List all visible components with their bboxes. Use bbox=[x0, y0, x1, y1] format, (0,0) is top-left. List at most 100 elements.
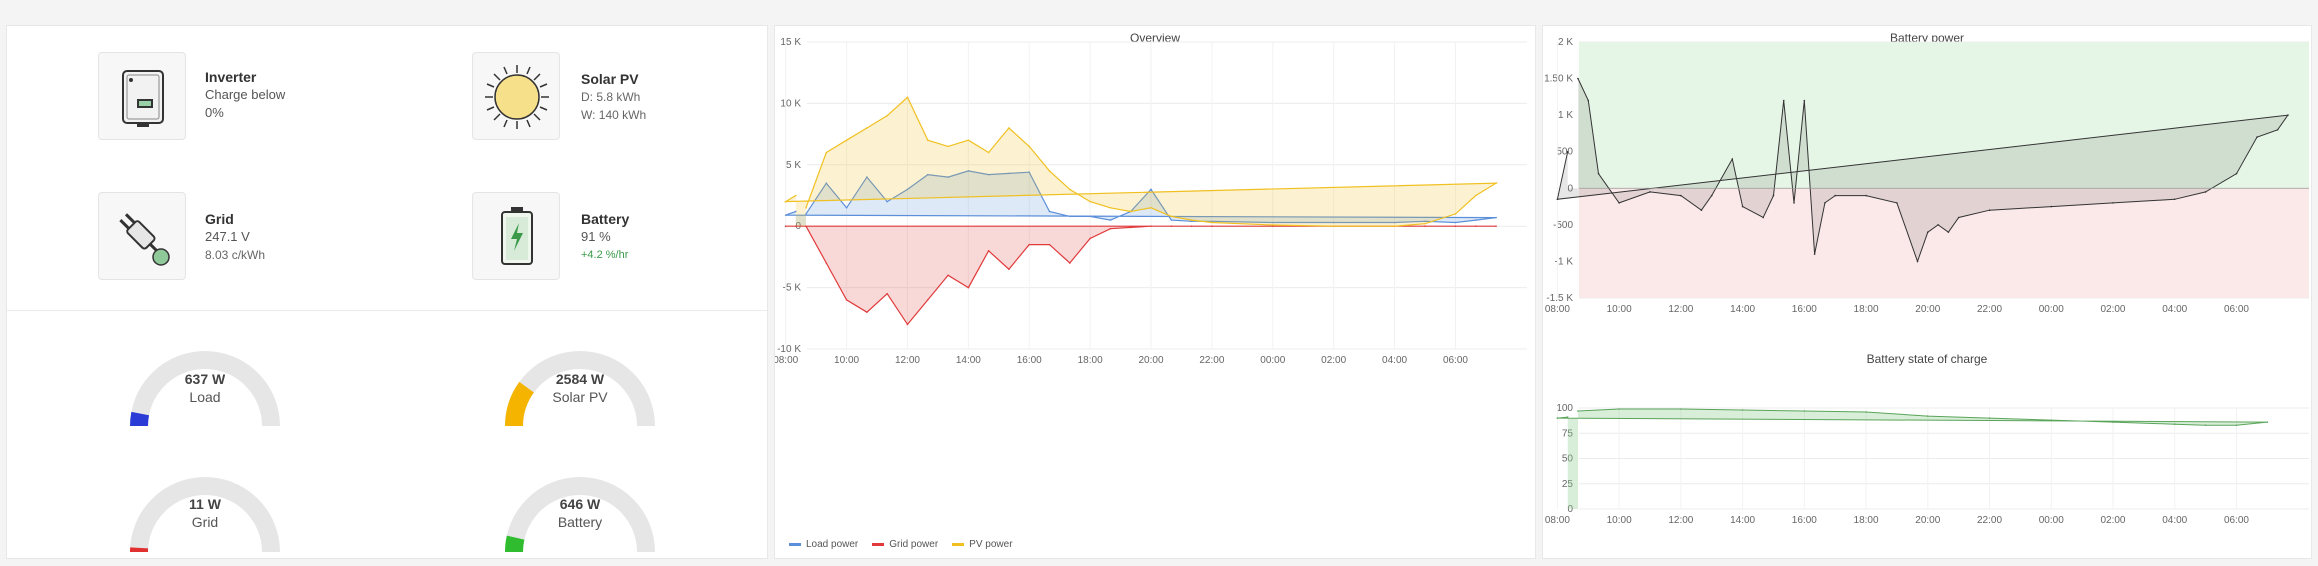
positive-band bbox=[1579, 42, 2309, 189]
battery-name: Battery bbox=[581, 211, 630, 227]
battery-soc-chart[interactable]: 100 75 50 25 0 10:00 12:00 14:00 16:00 18:00 20:00… bbox=[1543, 360, 2311, 560]
legend-grid-power[interactable]: Grid power bbox=[872, 539, 938, 550]
data-point bbox=[1782, 99, 1785, 102]
legend-label-pv: PV power bbox=[969, 539, 1013, 550]
x-tick-label: 06:00 bbox=[1443, 355, 1468, 366]
legend-load-power[interactable]: Load power bbox=[789, 539, 858, 550]
data-point bbox=[845, 299, 848, 301]
data-point bbox=[1048, 243, 1051, 246]
data-point bbox=[906, 188, 909, 191]
series-area-0 bbox=[1557, 78, 2288, 262]
data-point bbox=[1566, 150, 1569, 153]
data-point bbox=[805, 225, 807, 227]
gauge-solar bbox=[505, 351, 655, 427]
solar-card[interactable] bbox=[472, 52, 560, 140]
data-point bbox=[1741, 205, 1744, 208]
legend-pv-power[interactable]: PV power bbox=[952, 539, 1013, 550]
status-panel: Inverter Charge below 0% Solar PV D: 5.8… bbox=[6, 25, 768, 559]
status-divider bbox=[7, 310, 767, 311]
overview-legend: Load power Grid power PV power bbox=[789, 539, 1013, 550]
gauge-grid bbox=[129, 477, 280, 553]
data-point bbox=[2204, 424, 2207, 426]
data-point bbox=[926, 299, 929, 301]
data-point bbox=[2112, 421, 2114, 423]
data-point bbox=[2266, 421, 2269, 423]
data-point bbox=[2173, 423, 2176, 425]
data-point bbox=[1803, 410, 1806, 412]
x-tick-label: 00:00 bbox=[2039, 515, 2064, 526]
data-point bbox=[1048, 210, 1051, 213]
data-point bbox=[967, 286, 970, 289]
y-tick-label: 25 bbox=[1562, 479, 1574, 490]
gauge-load bbox=[130, 351, 280, 427]
data-point bbox=[1597, 172, 1600, 175]
x-tick-label: 22:00 bbox=[1977, 304, 2002, 315]
data-point bbox=[1957, 216, 1960, 219]
battery-card[interactable] bbox=[472, 192, 560, 280]
series-area-1 bbox=[785, 226, 1496, 325]
battery-line2: +4.2 %/hr bbox=[581, 249, 629, 261]
y-tick-label: 100 bbox=[1556, 403, 1573, 414]
data-point bbox=[2256, 136, 2258, 138]
x-tick-label: 08:00 bbox=[1545, 515, 1570, 526]
data-point bbox=[1618, 202, 1620, 204]
data-point bbox=[1150, 206, 1152, 209]
grid-card[interactable] bbox=[98, 192, 186, 280]
series-line-1 bbox=[785, 225, 1496, 326]
x-tick-label: 00:00 bbox=[1260, 355, 1285, 366]
data-point bbox=[1109, 219, 1112, 221]
data-point bbox=[1772, 194, 1775, 197]
data-point bbox=[886, 292, 888, 295]
data-point bbox=[2173, 198, 2176, 201]
data-point bbox=[1495, 225, 1497, 227]
x-tick-label: 14:00 bbox=[1730, 515, 1755, 526]
y-tick-label: 500 bbox=[1556, 147, 1573, 158]
data-point bbox=[906, 323, 909, 326]
data-point bbox=[2287, 114, 2289, 116]
gauge-grid-value: 11 W bbox=[189, 496, 221, 512]
data-point bbox=[967, 139, 970, 142]
data-point bbox=[1556, 198, 1559, 201]
data-point bbox=[2050, 419, 2053, 421]
y-tick-label: 1 K bbox=[1558, 110, 1573, 121]
data-point bbox=[1454, 221, 1457, 224]
overview-chart[interactable]: 15 K10 K5 K0-5 K-10 K10:00 12:00 14:00 16:0… bbox=[775, 26, 1535, 536]
data-point bbox=[1896, 202, 1898, 204]
data-point bbox=[1988, 417, 1991, 419]
x-tick-label: 12:00 bbox=[1668, 304, 1693, 315]
inverter-line1: Charge below bbox=[205, 87, 286, 102]
data-point bbox=[1069, 262, 1071, 264]
data-point bbox=[1190, 219, 1193, 221]
x-tick-label: 14:00 bbox=[956, 355, 981, 366]
data-point bbox=[1393, 225, 1396, 227]
data-point bbox=[825, 151, 828, 154]
data-point bbox=[1556, 417, 1559, 419]
gauge-grid-label: Grid bbox=[191, 514, 219, 530]
sun-icon bbox=[485, 65, 549, 129]
data-point bbox=[1424, 222, 1426, 225]
data-point bbox=[1495, 182, 1497, 185]
data-point bbox=[1129, 210, 1132, 213]
x-tick-label: 06:00 bbox=[2224, 304, 2249, 315]
data-point bbox=[1474, 219, 1477, 221]
data-point bbox=[1069, 188, 1071, 191]
inverter-card[interactable] bbox=[98, 52, 186, 140]
y-tick-label: 10 K bbox=[780, 98, 801, 109]
data-point bbox=[1028, 243, 1031, 246]
y-tick-label: 5 K bbox=[786, 160, 801, 171]
data-point bbox=[866, 311, 868, 313]
data-point bbox=[1834, 194, 1836, 197]
gauge-load-value: 637 W bbox=[184, 371, 226, 387]
battery-line1: 91 % bbox=[581, 229, 611, 244]
data-point bbox=[1424, 225, 1426, 227]
data-point bbox=[1865, 411, 1867, 413]
x-tick-label: 18:00 bbox=[1854, 515, 1879, 526]
data-point bbox=[1211, 220, 1213, 223]
data-point bbox=[886, 200, 888, 203]
x-tick-label: 16:00 bbox=[1792, 515, 1817, 526]
battery-power-chart[interactable]: 2 K 1.50 K 1 K 500 0 -500 -1 K -1.5 K 10:00 12:00… bbox=[1543, 26, 2311, 336]
x-tick-label: 12:00 bbox=[895, 355, 920, 366]
gauge-fill bbox=[505, 535, 525, 553]
data-point bbox=[1332, 221, 1335, 224]
